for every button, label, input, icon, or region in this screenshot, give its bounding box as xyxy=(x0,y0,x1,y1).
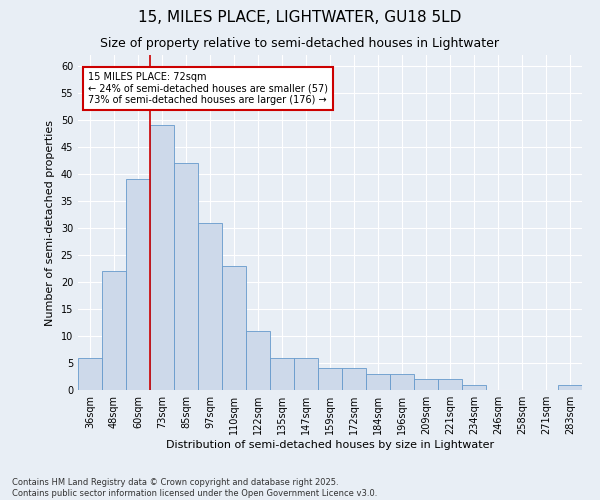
Bar xyxy=(198,222,222,390)
Bar xyxy=(558,384,582,390)
Bar xyxy=(126,180,150,390)
Bar xyxy=(78,358,102,390)
Bar xyxy=(342,368,366,390)
Text: 15 MILES PLACE: 72sqm
← 24% of semi-detached houses are smaller (57)
73% of semi: 15 MILES PLACE: 72sqm ← 24% of semi-deta… xyxy=(88,72,328,105)
Text: Size of property relative to semi-detached houses in Lightwater: Size of property relative to semi-detach… xyxy=(101,38,499,51)
Bar xyxy=(414,379,438,390)
Bar xyxy=(390,374,414,390)
Bar xyxy=(222,266,246,390)
Bar xyxy=(366,374,390,390)
X-axis label: Distribution of semi-detached houses by size in Lightwater: Distribution of semi-detached houses by … xyxy=(166,440,494,450)
Bar xyxy=(294,358,318,390)
Bar xyxy=(438,379,462,390)
Text: 15, MILES PLACE, LIGHTWATER, GU18 5LD: 15, MILES PLACE, LIGHTWATER, GU18 5LD xyxy=(139,10,461,25)
Bar xyxy=(102,271,126,390)
Bar xyxy=(174,163,198,390)
Bar xyxy=(318,368,342,390)
Text: Contains HM Land Registry data © Crown copyright and database right 2025.
Contai: Contains HM Land Registry data © Crown c… xyxy=(12,478,377,498)
Y-axis label: Number of semi-detached properties: Number of semi-detached properties xyxy=(45,120,55,326)
Bar xyxy=(270,358,294,390)
Bar xyxy=(462,384,486,390)
Bar xyxy=(150,125,174,390)
Bar xyxy=(246,330,270,390)
